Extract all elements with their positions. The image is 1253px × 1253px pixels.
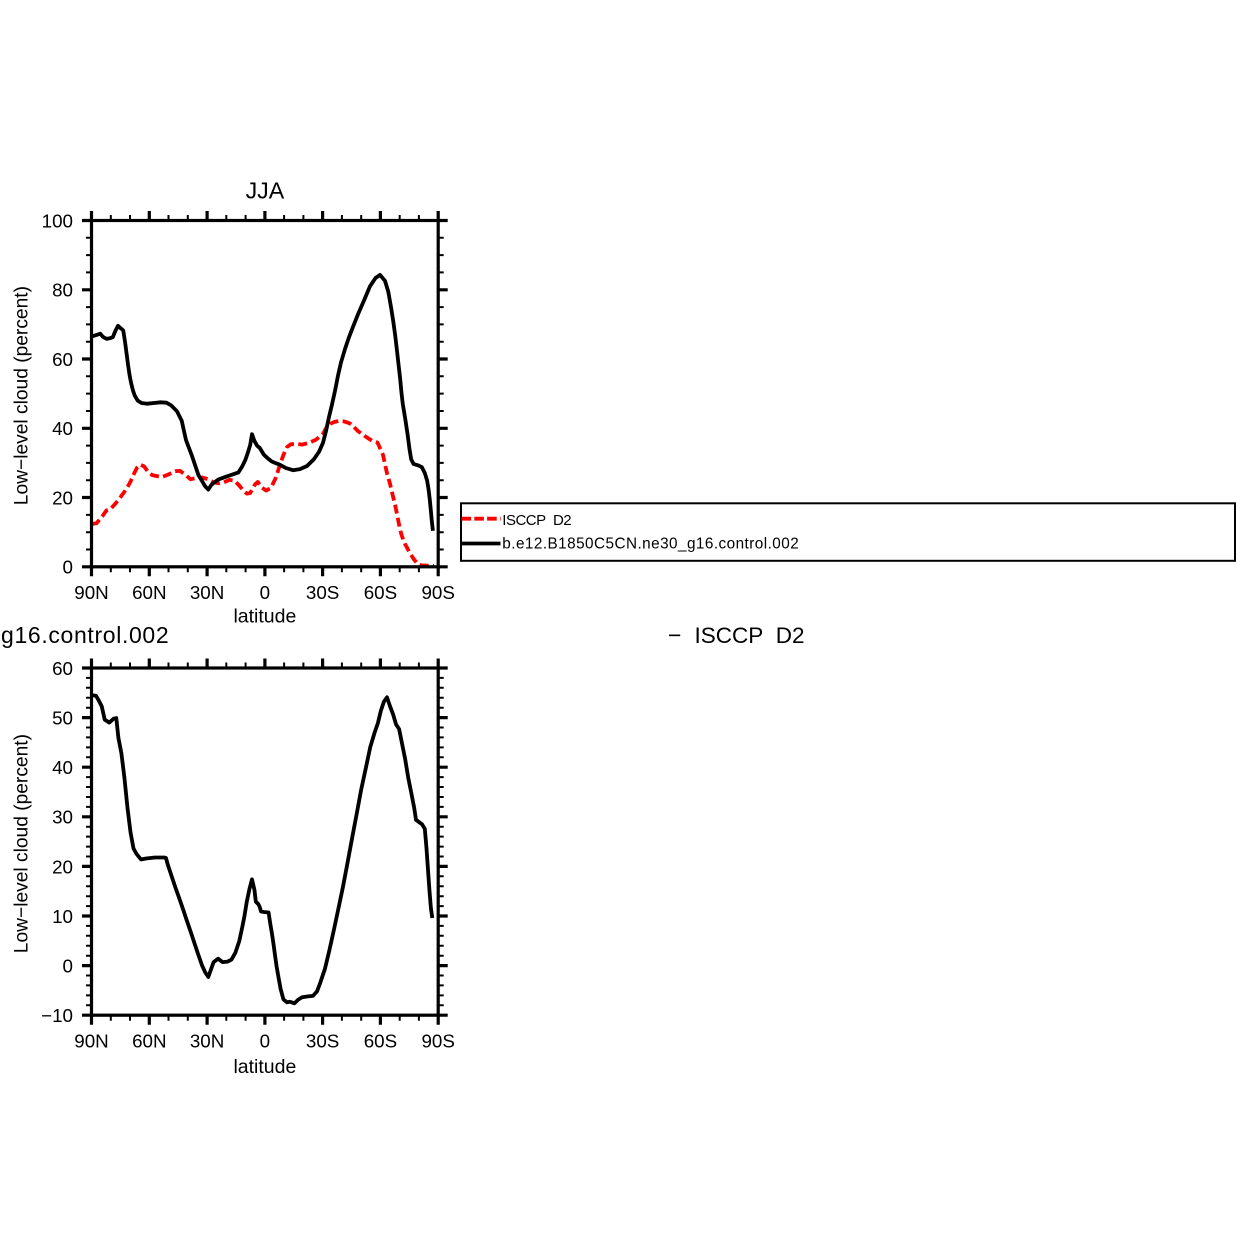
svg-text:30S: 30S — [306, 582, 339, 603]
svg-text:−: − — [668, 622, 681, 648]
svg-text:90S: 90S — [421, 1031, 454, 1052]
svg-text:Low−level cloud (percent): Low−level cloud (percent) — [12, 286, 33, 505]
svg-text:60: 60 — [52, 658, 73, 679]
svg-text:latitude: latitude — [233, 606, 296, 628]
svg-text:0: 0 — [63, 557, 73, 578]
svg-text:b.e12.B1850C5CN.ne30_g16.contr: b.e12.B1850C5CN.ne30_g16.control.002 — [502, 536, 799, 553]
svg-text:JJA: JJA — [246, 178, 285, 204]
svg-text:30S: 30S — [306, 1031, 339, 1052]
svg-text:latitude: latitude — [233, 1056, 296, 1078]
svg-text:0: 0 — [63, 956, 73, 977]
svg-text:90N: 90N — [74, 1031, 108, 1052]
svg-text:60S: 60S — [364, 582, 397, 603]
svg-text:60N: 60N — [132, 1031, 166, 1052]
svg-text:30N: 30N — [190, 1031, 224, 1052]
svg-text:40: 40 — [52, 757, 73, 778]
svg-text:30N: 30N — [190, 582, 224, 603]
svg-text:50: 50 — [52, 708, 73, 729]
svg-text:90S: 90S — [421, 582, 454, 603]
svg-text:20: 20 — [52, 856, 73, 877]
svg-text:100: 100 — [42, 210, 73, 231]
svg-text:0: 0 — [260, 582, 270, 603]
svg-text:ISCCP D2: ISCCP D2 — [695, 623, 805, 648]
svg-text:80: 80 — [52, 280, 73, 301]
svg-text:90N: 90N — [74, 582, 108, 603]
svg-text:ISCCP D2: ISCCP D2 — [502, 512, 571, 529]
svg-text:40: 40 — [52, 418, 73, 439]
svg-text:−10: −10 — [41, 1005, 73, 1026]
svg-text:60S: 60S — [364, 1031, 397, 1052]
svg-text:10: 10 — [52, 906, 73, 927]
svg-text:20: 20 — [52, 487, 73, 508]
svg-text:0: 0 — [260, 1031, 270, 1052]
svg-text:g16.control.002: g16.control.002 — [1, 622, 169, 648]
svg-text:Low−level cloud (percent): Low−level cloud (percent) — [12, 734, 33, 953]
svg-text:60N: 60N — [132, 582, 166, 603]
svg-text:30: 30 — [52, 807, 73, 828]
svg-text:60: 60 — [52, 349, 73, 370]
